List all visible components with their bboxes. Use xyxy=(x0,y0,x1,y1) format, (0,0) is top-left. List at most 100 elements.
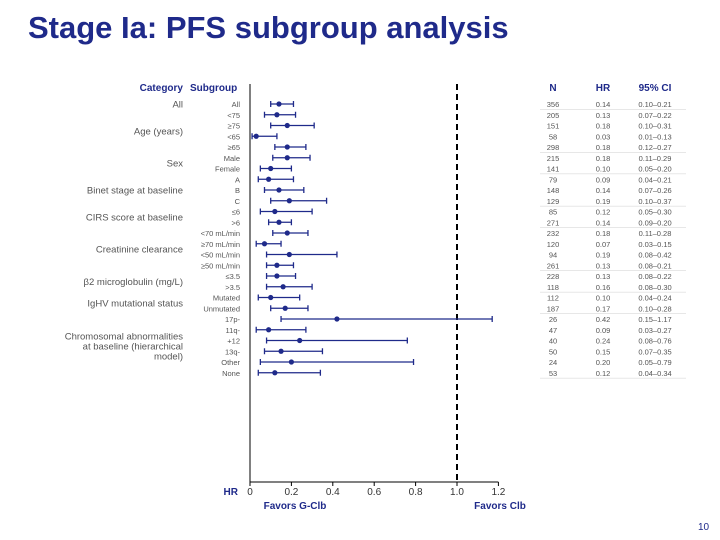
hr-value: 0.18 xyxy=(596,229,611,238)
ci-value: 0.08–0.30 xyxy=(638,283,671,292)
hr-value: 0.07 xyxy=(596,240,611,249)
table-row: <65 58 0.03 0.01–0.13 xyxy=(227,132,671,141)
subgroup-label: B xyxy=(235,186,240,195)
table-row: Male 215 0.18 0.11–0.29 xyxy=(224,154,672,163)
hr-point xyxy=(266,176,272,182)
ci-value: 0.03–0.15 xyxy=(638,240,671,249)
subgroup-label: +12 xyxy=(227,337,240,346)
hr-point xyxy=(274,262,280,268)
subgroup-label: ≤3.5 xyxy=(225,272,240,281)
category-label: Chromosomal abnormalities xyxy=(65,331,184,342)
subgroup-label: >6 xyxy=(231,218,240,227)
hr-value: 0.12 xyxy=(596,208,611,217)
ci-value: 0.11–0.29 xyxy=(639,154,672,163)
subgroup-label: Female xyxy=(215,165,240,174)
subgroup-label: >3.5 xyxy=(225,283,240,292)
subgroup-label: Mutated xyxy=(213,294,240,303)
favors-right-label: Favors Clb xyxy=(474,501,526,512)
category-label: β2 microglobulin (mg/L) xyxy=(84,277,183,288)
hr-point xyxy=(276,101,282,107)
hr-point xyxy=(253,133,259,139)
subgroup-label: ≥50 mL/min xyxy=(201,261,240,270)
hr-point xyxy=(266,327,272,333)
table-row: B 148 0.14 0.07–0.26 xyxy=(235,186,672,195)
hr-value: 0.03 xyxy=(596,132,611,141)
x-tick-label: 1.2 xyxy=(491,487,505,498)
hr-point xyxy=(276,219,282,225)
hr-point xyxy=(288,359,294,365)
ci-value: 0.08–0.22 xyxy=(638,272,671,281)
subgroup-label: Male xyxy=(224,154,240,163)
n-value: 151 xyxy=(547,122,560,131)
subgroup-label: None xyxy=(222,369,240,378)
hr-point xyxy=(276,187,282,193)
table-row: Female 141 0.10 0.05–0.20 xyxy=(215,165,672,174)
ci-value: 0.11–0.28 xyxy=(639,229,672,238)
subgroup-label: <65 xyxy=(227,132,240,141)
hr-value: 0.12 xyxy=(596,369,611,378)
x-tick-label: 1.0 xyxy=(450,487,464,498)
n-value: 271 xyxy=(547,218,560,227)
n-value: 228 xyxy=(547,272,560,281)
table-row: Unmutated 187 0.17 0.10–0.28 xyxy=(203,304,671,313)
category-label: Age (years) xyxy=(134,126,183,137)
hr-value: 0.20 xyxy=(596,358,611,367)
ci-value: 0.15–1.17 xyxy=(638,315,671,324)
hr-value: 0.09 xyxy=(596,326,611,335)
hr-point xyxy=(274,112,280,118)
n-value: 118 xyxy=(547,283,559,292)
hr-point xyxy=(268,294,274,301)
n-value: 24 xyxy=(549,358,557,367)
x-tick-label: 0 xyxy=(247,487,253,498)
n-value: 47 xyxy=(549,326,557,335)
n-value: 141 xyxy=(547,165,560,174)
ci-value: 0.10–0.31 xyxy=(638,122,671,131)
x-axis: HR Favors G-Clb Favors Clb 0 0.2 0.4 0.6 0.8… xyxy=(224,481,526,512)
hr-value: 0.09 xyxy=(596,175,611,184)
hr-point xyxy=(272,370,278,376)
table-row: <70 mL/min 232 0.18 0.11–0.28 xyxy=(201,229,672,238)
category-label: All xyxy=(172,100,183,111)
ci-value: 0.05–0.79 xyxy=(638,358,671,367)
ci-value: 0.01–0.13 xyxy=(638,132,671,141)
n-value: 112 xyxy=(547,294,559,303)
n-value: 356 xyxy=(547,100,560,109)
table-row: >3.5 118 0.16 0.08–0.30 xyxy=(225,283,672,292)
ci-value: 0.08–0.42 xyxy=(638,251,671,260)
hr-point xyxy=(284,230,290,236)
hr-value: 0.13 xyxy=(596,272,611,281)
header-subgroup: Subgroup xyxy=(190,83,237,94)
ci-value: 0.05–0.20 xyxy=(638,165,671,174)
hr-point xyxy=(272,208,278,215)
n-value: 148 xyxy=(547,186,560,195)
ci-value: 0.10–0.28 xyxy=(638,304,671,313)
n-value: 85 xyxy=(549,208,557,217)
category-label: CIRS score at baseline xyxy=(86,212,183,223)
hr-point xyxy=(261,241,268,247)
hr-value: 0.15 xyxy=(596,347,611,356)
n-value: 129 xyxy=(547,197,560,206)
hr-point xyxy=(280,284,286,290)
hr-value: 0.19 xyxy=(596,251,611,260)
category-label: Binet stage at baseline xyxy=(87,186,183,197)
hr-value: 0.13 xyxy=(596,261,611,270)
slide-title: Stage Ia: PFS subgroup analysis xyxy=(28,10,509,45)
table-row: >6 271 0.14 0.09–0.20 xyxy=(231,218,671,227)
n-value: 205 xyxy=(547,111,560,120)
subgroup-label: A xyxy=(235,175,240,184)
table-row: ≤3.5 228 0.13 0.08–0.22 xyxy=(225,272,671,281)
n-value: 94 xyxy=(549,251,557,260)
table-row: All 356 0.14 0.10–0.21 xyxy=(232,100,672,109)
table-row: ≤6 85 0.12 0.05–0.30 xyxy=(232,208,672,217)
hr-point xyxy=(268,165,274,172)
table-row: 11q- 47 0.09 0.03–0.27 xyxy=(226,326,672,335)
subgroup-label: <75 xyxy=(227,111,240,120)
subgroup-label: All xyxy=(232,100,241,109)
ci-value: 0.09–0.20 xyxy=(638,218,671,227)
ci-value: 0.12–0.27 xyxy=(638,143,671,152)
n-value: 26 xyxy=(549,315,557,324)
ci-value: 0.07–0.26 xyxy=(638,186,671,195)
hr-point xyxy=(282,305,288,311)
ci-value: 0.10–0.37 xyxy=(638,197,671,206)
